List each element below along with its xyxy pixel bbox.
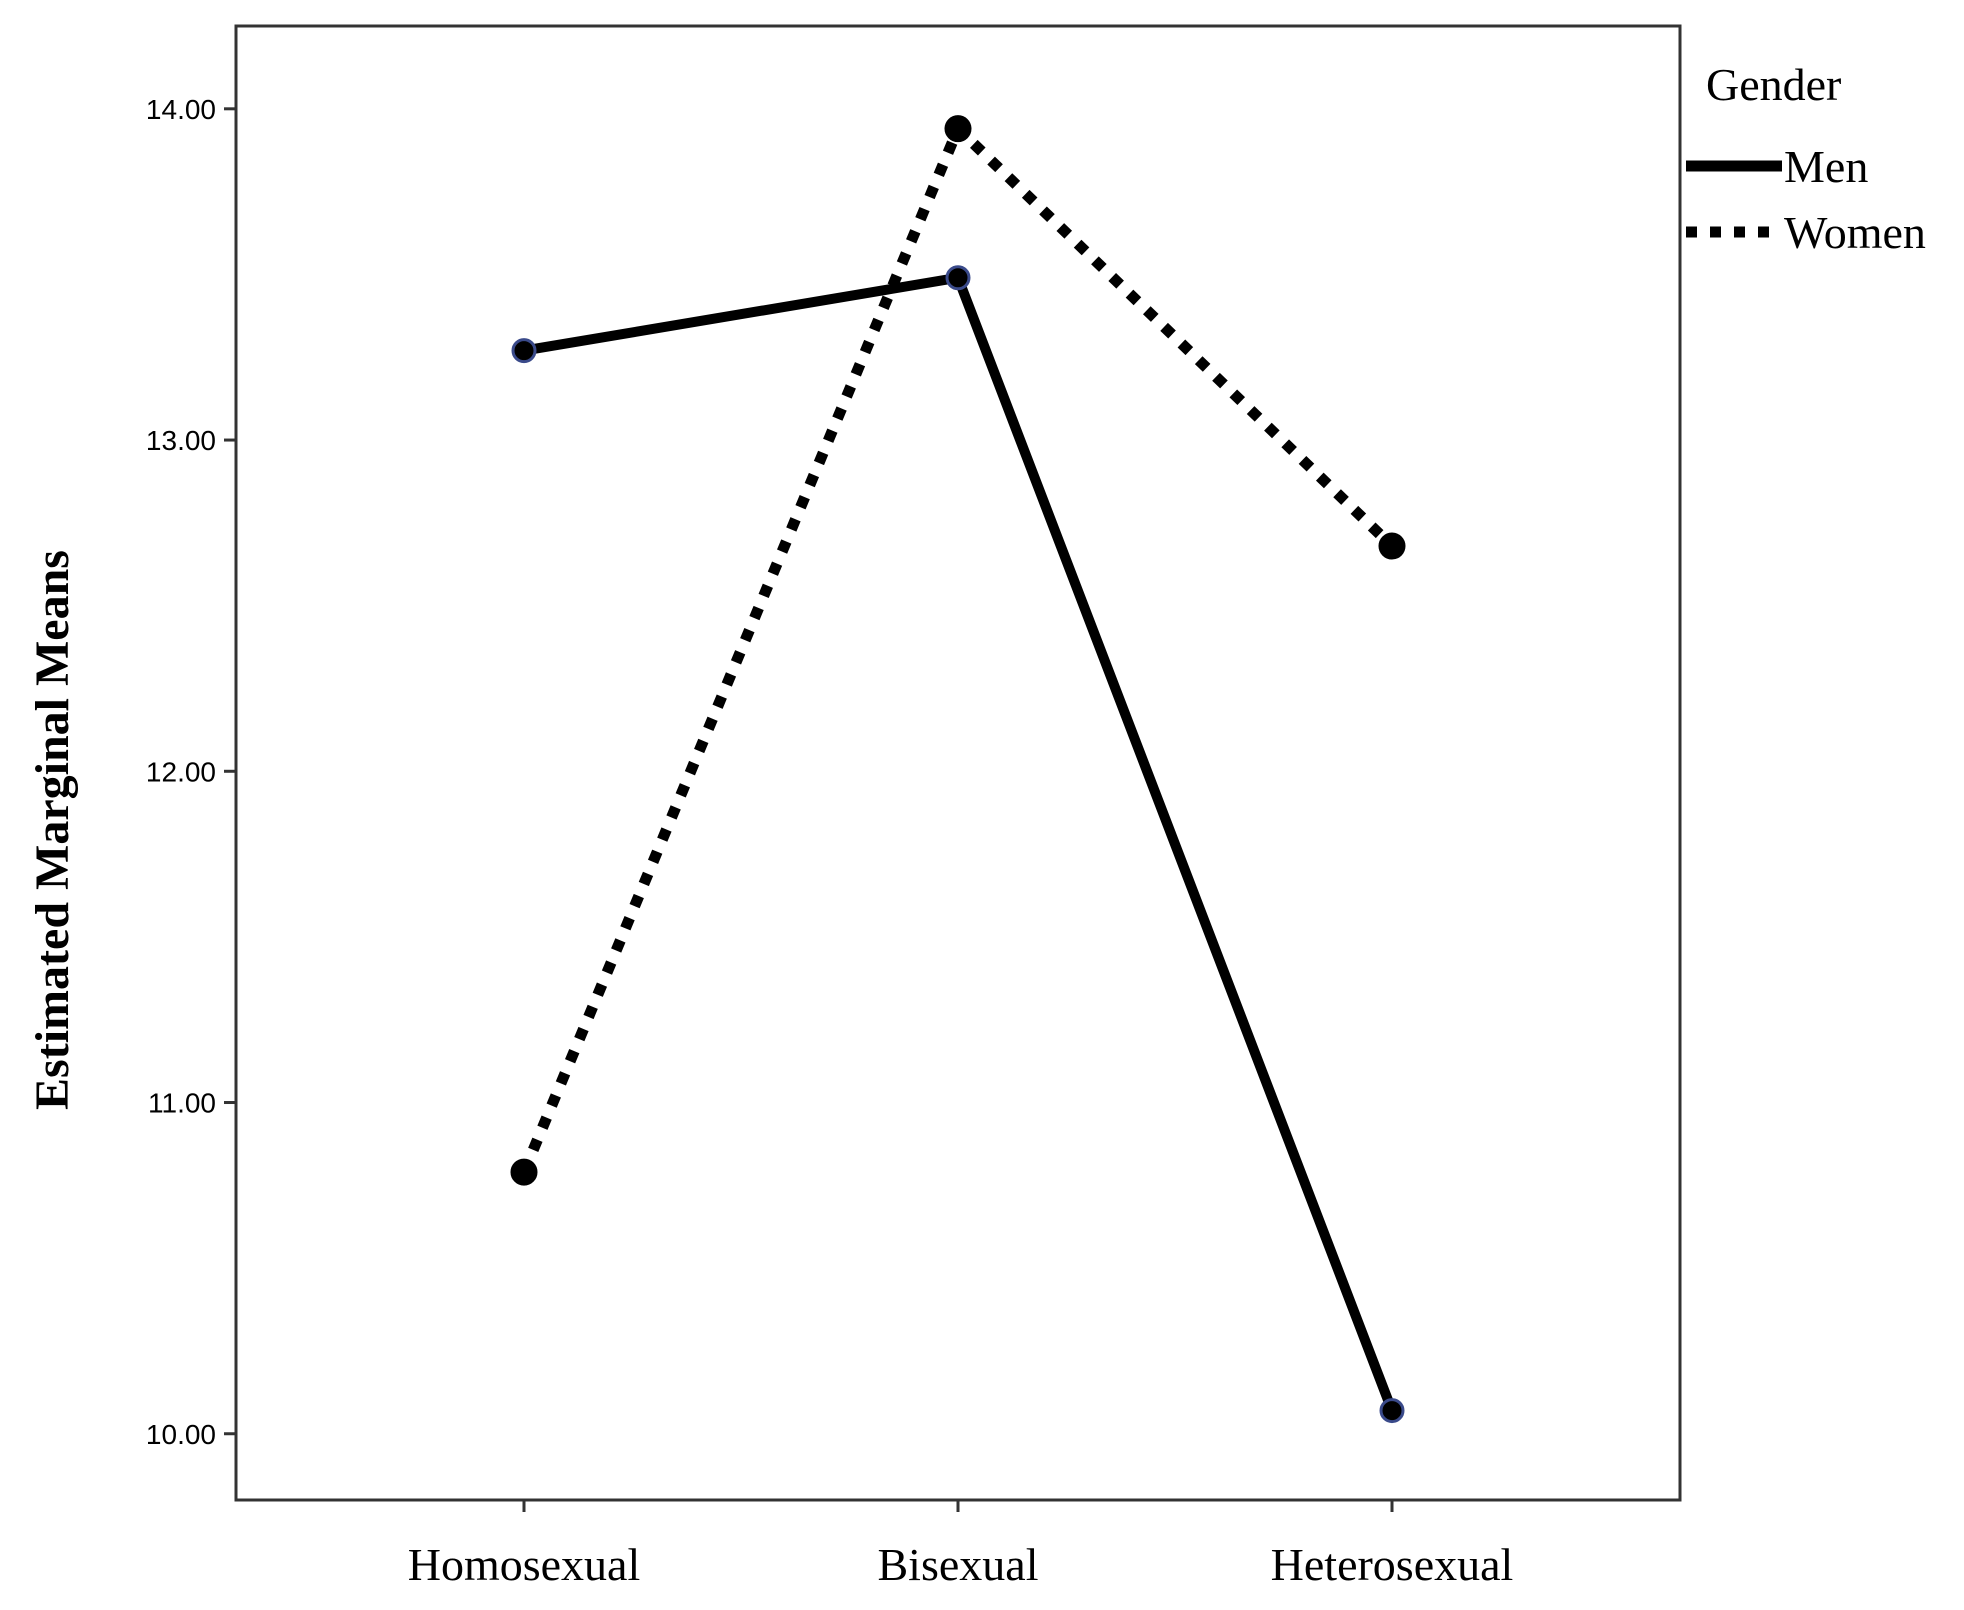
legend-label-women: Women xyxy=(1784,207,1926,258)
legend-label-men: Men xyxy=(1784,141,1868,192)
y-axis-title: Estimated Marginal Means xyxy=(26,550,79,1110)
point-women-homosexual xyxy=(510,1158,538,1186)
plot-frame xyxy=(234,24,1682,1502)
point-men-homosexual xyxy=(511,338,537,364)
legend-title: Gender xyxy=(1706,59,1841,110)
y-tick-label-2: 12.00 xyxy=(146,756,216,787)
series-line-men xyxy=(523,272,1397,1413)
point-women-bisexual xyxy=(944,115,972,143)
y-tick-label-0: 10.00 xyxy=(146,1419,216,1450)
x-tick-label-heterosexual: Heterosexual xyxy=(1271,1539,1514,1590)
point-women-heterosexual xyxy=(1378,532,1406,560)
x-tick-label-homosexual: Homosexual xyxy=(408,1539,641,1590)
y-tick-label-1: 11.00 xyxy=(148,1088,216,1119)
y-tick-label-4: 14.00 xyxy=(146,94,216,125)
y-tick-label-3: 13.00 xyxy=(146,425,216,456)
x-tick-label-bisexual: Bisexual xyxy=(878,1539,1039,1590)
plot-layer: 10.00 11.00 12.00 13.00 14.00 Homosexual Bisex… xyxy=(146,24,1926,1590)
point-men-heterosexual xyxy=(1379,1398,1405,1424)
point-men-bisexual xyxy=(945,265,971,291)
